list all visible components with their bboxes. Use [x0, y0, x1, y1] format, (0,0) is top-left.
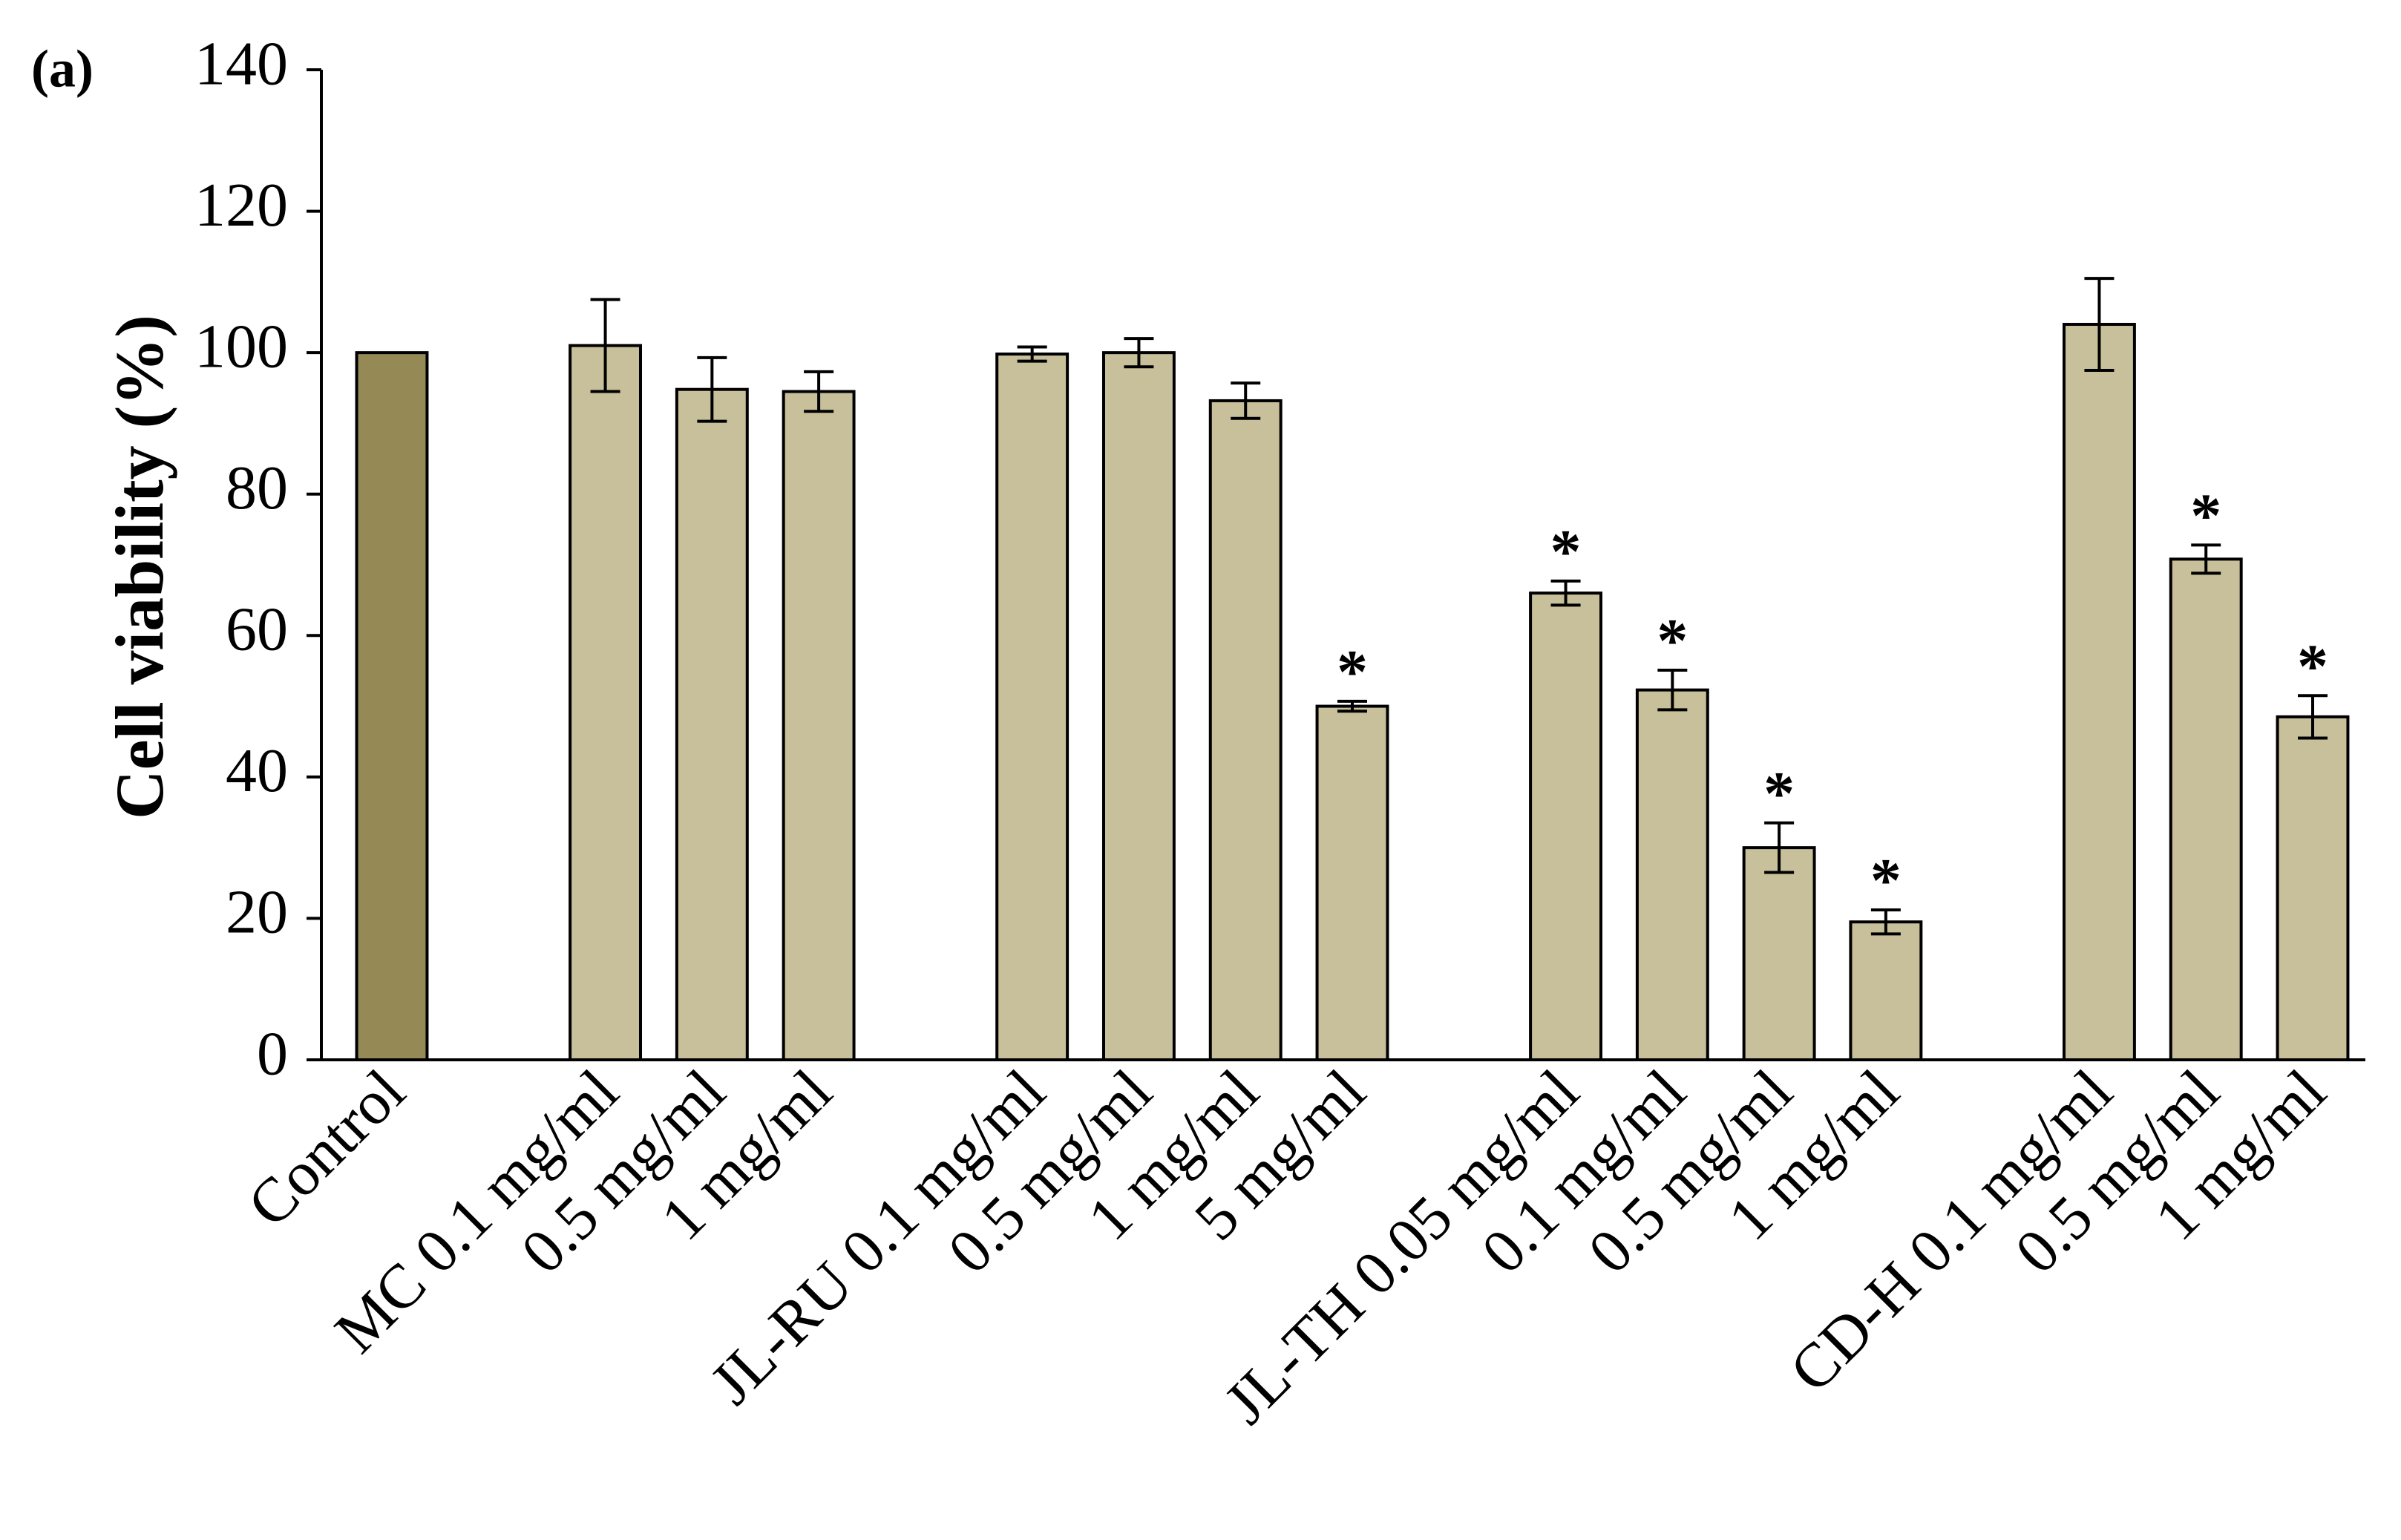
bar: [1742, 846, 1816, 1061]
error-bar: [697, 355, 727, 423]
bar: [1635, 688, 1709, 1061]
significance-marker: *: [1657, 606, 1688, 675]
error-bar: [1124, 337, 1154, 369]
y-tick-label: 40: [226, 736, 288, 805]
error-bar: [1337, 699, 1367, 713]
bar: [2062, 323, 2136, 1061]
y-tick-label: 80: [226, 453, 288, 522]
y-tick-label: 100: [194, 312, 288, 381]
significance-marker: *: [2297, 632, 2328, 701]
significance-marker: *: [1337, 638, 1368, 707]
bar: [1529, 592, 1603, 1061]
bar: [1101, 351, 1176, 1061]
error-bar: [804, 370, 834, 413]
significance-marker: *: [1763, 759, 1795, 828]
bar: [782, 390, 856, 1061]
bar: [2276, 715, 2350, 1061]
significance-marker: *: [1550, 517, 1582, 586]
bar: [1849, 920, 1923, 1062]
error-bar: [1231, 381, 1261, 420]
error-bar: [590, 298, 620, 393]
significance-marker: *: [2190, 481, 2221, 550]
error-bar: [2191, 543, 2221, 575]
bar: [569, 344, 643, 1062]
error-bar: [2084, 277, 2115, 372]
significance-marker: *: [1870, 846, 1902, 915]
panel-label: (a): [31, 39, 94, 99]
error-bar: [1550, 579, 1581, 607]
bar: [1208, 399, 1283, 1061]
bar: [675, 387, 749, 1061]
error-bar: [1657, 668, 1688, 712]
y-axis-label: Cell viability (%): [102, 315, 177, 819]
y-tick-label: 140: [194, 29, 288, 98]
error-bar: [1764, 821, 1795, 874]
error-bar: [1870, 908, 1901, 936]
y-tick-label: 60: [226, 595, 288, 664]
bar: [355, 351, 429, 1061]
y-tick-label: 0: [257, 1019, 288, 1088]
bar: [995, 353, 1070, 1061]
y-tick-label: 20: [226, 878, 288, 947]
bar: [2169, 557, 2243, 1061]
error-bar: [2298, 694, 2328, 740]
bar: [1315, 704, 1389, 1061]
y-tick-label: 120: [194, 171, 288, 240]
error-bar: [1017, 345, 1047, 363]
